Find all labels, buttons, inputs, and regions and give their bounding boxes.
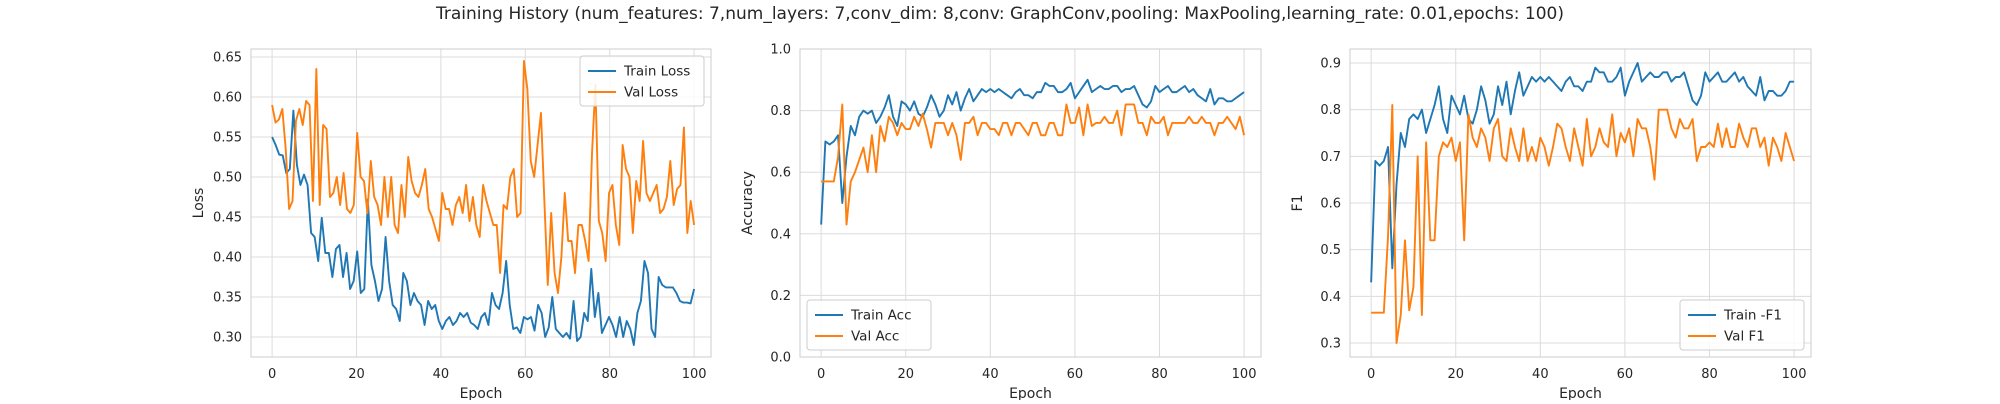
y-tick-label: 0.60 — [213, 91, 242, 106]
y-tick-label: 0.45 — [213, 211, 242, 226]
y-tick-label: 0.9 — [1320, 57, 1341, 72]
y-tick-label: 0.4 — [1320, 290, 1341, 305]
y-tick-label: 1.0 — [770, 43, 791, 58]
x-tick-label: 100 — [1782, 367, 1807, 382]
x-tick-label: 80 — [1151, 367, 1168, 382]
y-tick-label: 0.0 — [770, 351, 791, 366]
legend: Train -F1 Val F1 — [1679, 299, 1805, 351]
chart-panel-3: 0 20 40 60 80 100 0.3 0.4 0.5 0.6 0.7 0.8 0.9 Epoch F1… — [1290, 48, 1812, 402]
x-axis-label: Epoch — [1559, 386, 1602, 400]
y-tick-label: 0.30 — [213, 331, 242, 346]
plot-frame — [1349, 48, 1812, 358]
legend-label-1: Train Loss — [623, 64, 690, 80]
y-tick-label: 0.8 — [770, 104, 791, 119]
figure-title: Training History (num_features: 7,num_la… — [436, 4, 1564, 24]
series-line-1 — [820, 78, 1245, 225]
legend-box — [806, 299, 932, 351]
x-tick-label: 60 — [517, 367, 534, 382]
y-tick-label: 0.65 — [213, 51, 242, 66]
legend: Train Acc Val Acc — [806, 299, 932, 351]
x-tick-label: 0 — [268, 367, 276, 382]
x-tick-label: 0 — [1367, 367, 1375, 382]
y-tick-label: 0.3 — [1320, 337, 1341, 352]
y-tick-label: 0.6 — [1320, 197, 1341, 212]
legend: Train Loss Val Loss — [579, 55, 705, 107]
x-tick-label: 60 — [1617, 367, 1634, 382]
y-tick-label: 0.4 — [770, 227, 791, 242]
legend-label-2: Val F1 — [1724, 329, 1765, 345]
y-tick-label: 0.35 — [213, 291, 242, 306]
x-tick-label: 20 — [348, 367, 365, 382]
y-axis-label: Loss — [191, 188, 207, 219]
series-line-2 — [271, 60, 696, 294]
x-axis-label: Epoch — [1009, 386, 1052, 400]
x-tick-label: 60 — [1067, 367, 1084, 382]
y-tick-label: 0.5 — [1320, 243, 1341, 258]
y-axis-label: F1 — [1290, 195, 1306, 212]
chart-panel-2: 0 20 40 60 80 100 0.0 0.2 0.4 0.6 0.8 1.0 Epoch Accur… — [740, 43, 1262, 402]
x-tick-label: 80 — [601, 367, 618, 382]
x-tick-label: 100 — [1232, 367, 1257, 382]
y-tick-label: 0.2 — [770, 289, 791, 304]
x-tick-label: 0 — [817, 367, 825, 382]
legend-label-1: Train -F1 — [1723, 308, 1782, 324]
series-line-2 — [821, 103, 1246, 226]
legend-label-2: Val Acc — [851, 329, 899, 345]
legend-box — [579, 55, 705, 107]
x-tick-label: 80 — [1701, 367, 1718, 382]
x-tick-label: 40 — [1532, 367, 1549, 382]
x-tick-label: 40 — [982, 367, 999, 382]
series-line-2 — [1371, 104, 1795, 344]
y-tick-label: 0.8 — [1320, 103, 1341, 118]
y-tick-label: 0.40 — [213, 251, 242, 266]
chart-panel-1: 0 20 40 60 80 100 0.30 0.35 0.40 0.45 0.50 0.55 0.60… — [191, 48, 712, 402]
x-tick-label: 40 — [433, 367, 450, 382]
y-tick-label: 0.50 — [213, 171, 242, 186]
legend-label-2: Val Loss — [624, 85, 678, 101]
x-tick-label: 100 — [682, 367, 707, 382]
y-axis-label: Accuracy — [740, 171, 756, 235]
x-axis-label: Epoch — [460, 386, 503, 400]
y-tick-label: 0.55 — [213, 131, 242, 146]
y-tick-label: 0.7 — [1320, 150, 1341, 165]
series-line-1 — [1370, 62, 1795, 283]
plot-frame — [250, 48, 712, 358]
x-tick-label: 20 — [897, 367, 914, 382]
legend-label-1: Train Acc — [850, 308, 912, 324]
plot-frame — [799, 48, 1262, 358]
series-line-1 — [271, 109, 696, 346]
y-tick-label: 0.6 — [770, 166, 791, 181]
legend-box — [1679, 299, 1805, 351]
x-tick-label: 20 — [1447, 367, 1464, 382]
